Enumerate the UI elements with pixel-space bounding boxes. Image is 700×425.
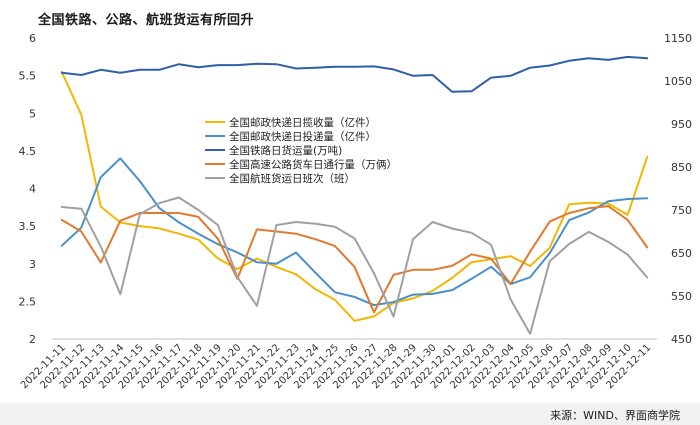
left-axis-tick: 6 — [29, 32, 36, 45]
left-axis-tick: 2.5 — [19, 295, 37, 308]
series-line-3 — [60, 55, 649, 93]
left-axis-tick: 4 — [29, 183, 36, 196]
right-axis-tick: 1050 — [664, 75, 692, 88]
right-axis-tick: 950 — [671, 118, 692, 131]
legend-label: 全国铁路日货运量(万吨) — [229, 144, 342, 157]
series-line-1 — [60, 70, 649, 322]
left-axis-tick: 4.5 — [19, 145, 37, 158]
right-axis-tick: 650 — [671, 247, 692, 260]
left-axis-tick: 3.5 — [19, 220, 37, 233]
legend-label: 全国邮政快递日揽收量（亿件） — [229, 116, 376, 129]
source-bar: 来源：WIND、界面商学院 — [0, 403, 700, 425]
left-axis-tick: 5.5 — [19, 70, 37, 83]
series-line-5 — [60, 196, 649, 335]
right-axis-tick: 750 — [671, 204, 692, 217]
right-axis-tick: 450 — [671, 333, 692, 346]
right-axis-tick: 850 — [671, 161, 692, 174]
left-axis-tick: 5 — [29, 107, 36, 120]
chart-title: 全国铁路、公路、航班货运有所回升 — [38, 13, 255, 28]
legend-label: 全国航班货运日班次（班） — [229, 172, 355, 185]
series-line-2 — [60, 157, 649, 307]
series-line-4 — [60, 205, 649, 314]
right-axis-tick: 1150 — [664, 32, 692, 45]
left-axis-tick: 3 — [29, 258, 36, 271]
right-axis-tick: 550 — [671, 290, 692, 303]
source-note: 来源：WIND、界面商学院 — [550, 409, 680, 422]
legend-label: 全国邮政快递日投递量（亿件） — [229, 130, 376, 143]
left-axis-tick: 2 — [29, 333, 36, 346]
legend-label: 全国高速公路货车日通行量（万俩） — [229, 158, 397, 171]
